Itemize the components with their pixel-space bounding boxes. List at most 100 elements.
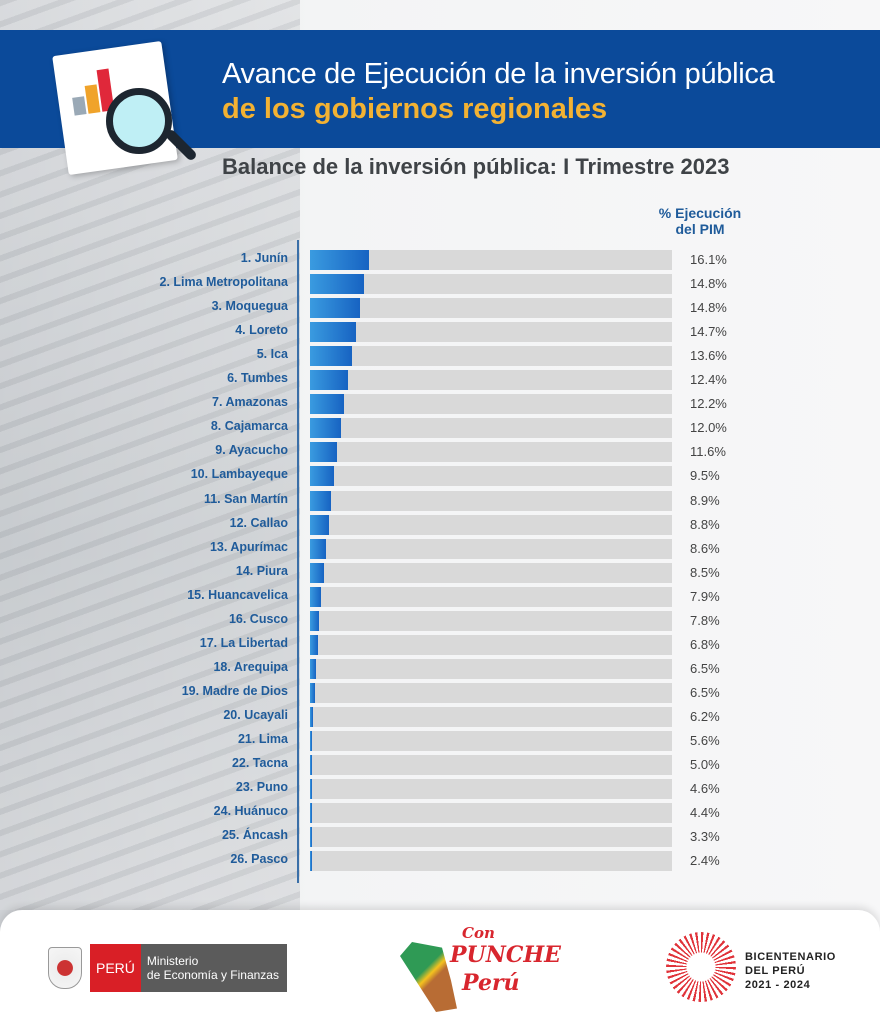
value-label: 7.9% [690, 588, 720, 604]
category-label: 7. Amazonas [212, 395, 288, 410]
bar-row: 2. Lima Metropolitana 14.8% [0, 274, 880, 295]
value-label: 14.7% [690, 324, 727, 340]
category-label: 9. Ayacucho [215, 443, 288, 458]
punche-peru: Perú [462, 970, 520, 996]
bar-track [310, 658, 672, 679]
bar-track [310, 274, 672, 295]
bar-row: 11. San Martín 8.9% [0, 490, 880, 511]
value-label: 8.6% [690, 540, 720, 556]
mef-line2: de Economía y Finanzas [146, 968, 279, 982]
bar [310, 274, 365, 295]
mef-line1: Ministerio [146, 954, 199, 968]
bar-track [310, 755, 672, 776]
bar-row: 5. Ica 13.6% [0, 346, 880, 367]
value-label: 14.8% [690, 300, 727, 316]
value-label: 11.6% [690, 444, 726, 460]
bar [310, 490, 332, 511]
category-label: 1. Junín [240, 251, 288, 265]
bar-row: 22. Tacna 5.0% [0, 755, 880, 776]
bar-row: 21. Lima 5.6% [0, 731, 880, 751]
bar-row: 19. Madre de Dios 6.5% [0, 682, 880, 703]
bar [310, 346, 352, 367]
bar-track [310, 514, 672, 535]
bar-track [310, 250, 672, 270]
bar-track [310, 682, 672, 703]
bar [310, 250, 369, 270]
value-label: 6.8% [690, 636, 720, 652]
category-label: 6. Tumbes [227, 371, 288, 386]
value-label: 2.4% [690, 853, 720, 869]
bar [310, 586, 322, 607]
bar [310, 634, 318, 655]
value-label: 4.6% [690, 781, 720, 797]
bar-track [310, 610, 672, 631]
category-label: 14. Piura [235, 563, 288, 578]
value-column-header: % Ejecución del PIM [658, 205, 742, 237]
value-label: 4.4% [690, 805, 720, 821]
bar [310, 755, 312, 776]
bar [310, 514, 329, 535]
bar-row: 23. Puno 4.6% [0, 779, 880, 800]
bar-row: 14. Piura 8.5% [0, 562, 880, 583]
bar-row: 7. Amazonas 12.2% [0, 394, 880, 415]
value-label: 5.6% [690, 733, 720, 748]
value-label: 6.5% [690, 660, 720, 676]
bar [310, 779, 312, 800]
bicentenario-line3: 2021 - 2024 [745, 979, 811, 991]
bar-track [310, 851, 672, 872]
bar-track [310, 779, 672, 800]
bar [310, 442, 338, 463]
category-label: 21. Lima [237, 732, 288, 746]
bar-track [310, 370, 672, 391]
bar-track [310, 634, 672, 655]
bar-row: 17. La Libertad 6.8% [0, 634, 880, 655]
category-label: 13. Apurímac [209, 539, 288, 554]
value-label: 8.5% [690, 564, 720, 580]
page-title: Avance de Ejecución de la inversión públ… [222, 58, 775, 90]
bar [310, 538, 326, 559]
value-label: 14.8% [690, 276, 727, 292]
bar-row: 24. Huánuco 4.4% [0, 803, 880, 824]
value-label: 13.6% [690, 348, 727, 364]
category-label: 18. Arequipa [213, 659, 288, 674]
bar-track [310, 322, 672, 343]
bicentenario-line1: BICENTENARIO [745, 951, 836, 963]
bar-row: 26. Pasco 2.4% [0, 851, 880, 872]
punche-con: Con [462, 924, 495, 942]
value-label: 12.0% [690, 420, 727, 436]
bar [310, 827, 312, 848]
bar-track [310, 803, 672, 824]
category-label: 4. Loreto [235, 323, 288, 338]
bar-row: 13. Apurímac 8.6% [0, 538, 880, 559]
category-label: 26. Pasco [230, 852, 288, 867]
category-label: 5. Ica [256, 347, 288, 362]
bicentenario-emblem-icon [666, 932, 736, 1002]
category-label: 15. Huancavelica [187, 587, 288, 602]
value-label: 12.2% [690, 396, 727, 412]
bar-row: 25. Áncash 3.3% [0, 827, 880, 848]
bicentenario-line2: DEL PERÚ [745, 965, 806, 977]
bar [310, 803, 312, 824]
bar-track [310, 394, 672, 415]
bar [310, 706, 314, 727]
category-label: 3. Moquegua [211, 299, 288, 314]
bar-track [310, 538, 672, 559]
bar [310, 658, 317, 679]
bar-track [310, 298, 672, 319]
category-label: 23. Puno [235, 780, 288, 795]
mef-name: Ministerio de Economía y Finanzas [140, 944, 287, 992]
category-label: 17. La Libertad [199, 635, 288, 650]
bar-track [310, 731, 672, 751]
bar-row: 1. Junín 16.1% [0, 250, 880, 270]
value-label: 6.5% [690, 684, 720, 700]
bar [310, 731, 313, 751]
bar-row: 3. Moquegua 14.8% [0, 298, 880, 319]
bar-row: 18. Arequipa 6.5% [0, 658, 880, 679]
category-label: 12. Callao [229, 515, 288, 530]
value-label: 9.5% [690, 468, 720, 484]
value-label: 5.0% [690, 757, 720, 773]
value-label: 16.1% [690, 252, 727, 267]
bar-track [310, 586, 672, 607]
mef-peru-label: PERÚ [90, 944, 141, 992]
bicentenario-text: BICENTENARIO DEL PERÚ 2021 - 2024 [745, 950, 836, 992]
